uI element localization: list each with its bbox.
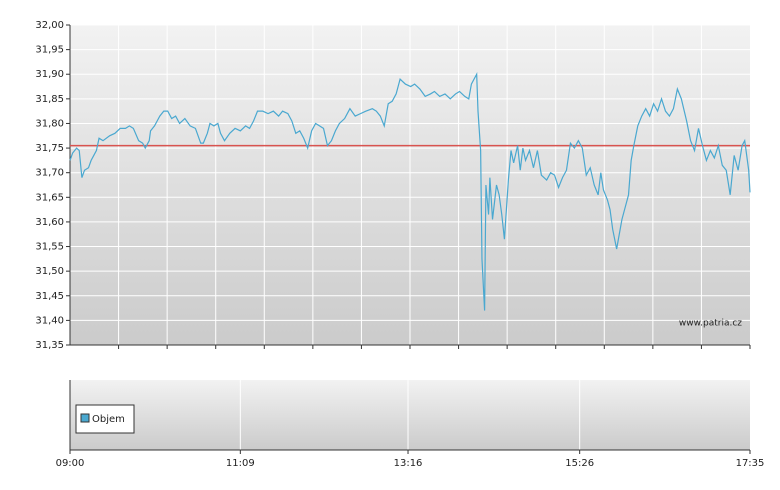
x-tick-label: 17:35: [736, 458, 765, 469]
legend-label: Objem: [92, 414, 125, 425]
y-tick-label: 31,75: [35, 143, 64, 154]
y-tick-label: 31,65: [35, 192, 64, 203]
watermark: www.patria.cz: [679, 319, 742, 329]
x-tick-label: 15:26: [565, 458, 594, 469]
y-tick-label: 31,55: [35, 242, 64, 253]
volume-background: [70, 380, 750, 450]
y-tick-label: 31,60: [35, 217, 64, 228]
y-tick-label: 31,35: [35, 340, 64, 351]
y-tick-label: 31,70: [35, 168, 64, 179]
x-tick-label: 11:09: [226, 458, 255, 469]
y-tick-label: 31,95: [35, 45, 64, 56]
y-tick-label: 31,40: [35, 315, 64, 326]
legend-swatch: [80, 413, 90, 423]
y-tick-label: 32,00: [35, 20, 64, 31]
x-tick-label: 13:16: [394, 458, 423, 469]
y-tick-label: 31,80: [35, 118, 64, 129]
y-tick-label: 31,45: [35, 291, 64, 302]
x-tick-label: 09:00: [56, 458, 85, 469]
y-tick-label: 31,50: [35, 266, 64, 277]
y-tick-label: 31,85: [35, 94, 64, 105]
price-line: [69, 71, 751, 311]
y-tick-label: 31,90: [35, 69, 64, 80]
